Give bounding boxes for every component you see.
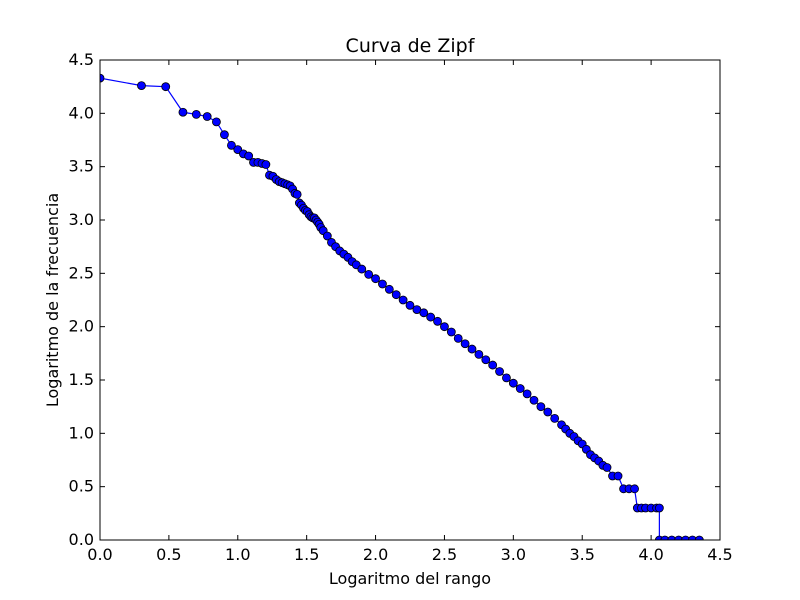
data-point: [100, 73, 105, 83]
data-point: [694, 535, 704, 540]
data-point: [522, 389, 532, 399]
x-axis: 0.0 0.5 1.0 1.5 2.0 2.5 3.0 3.5 4.0 4.5: [87, 60, 733, 564]
y-tick-label: 1.5: [69, 370, 94, 389]
plot-area: [99, 59, 721, 541]
x-tick-label: 0.0: [87, 545, 112, 564]
data-point: [292, 189, 302, 199]
data-point: [688, 535, 697, 540]
data-point: [667, 535, 677, 540]
x-tick-label: 3.5: [569, 545, 594, 564]
data-point: [481, 355, 491, 365]
data-point: [137, 81, 146, 90]
x-tick-label: 1.5: [294, 545, 319, 564]
data-point: [674, 535, 684, 540]
x-tick-label: 1.0: [225, 545, 250, 564]
data-point: [502, 373, 511, 383]
data-point: [543, 407, 553, 417]
y-tick-label: 1.0: [69, 423, 94, 442]
x-tick-label: 2.0: [363, 545, 388, 564]
data-point: [398, 295, 408, 305]
data-point: [220, 130, 229, 140]
data-point: [508, 378, 518, 388]
x-tick-label: 4.5: [707, 545, 732, 564]
y-axis: 0.0 0.5 1.0 1.5 2.0 2.5 3.0 3.5 4.0 4.5: [69, 50, 720, 549]
data-point: [654, 503, 664, 513]
y-tick-label: 2.0: [69, 317, 94, 336]
data-point: [460, 339, 470, 349]
x-axis-label: Logaritmo del rango: [329, 569, 491, 588]
data-point: [550, 413, 560, 423]
data-point: [529, 395, 539, 405]
data-point: [515, 384, 525, 393]
data-point: [660, 535, 670, 540]
y-tick-label: 3.5: [69, 157, 94, 176]
y-tick-label: 4.5: [69, 50, 94, 69]
data-point: [202, 112, 212, 121]
x-tick-label: 4.0: [638, 545, 663, 564]
data-point: [426, 312, 436, 322]
data-point: [364, 269, 374, 279]
data-point: [212, 117, 221, 127]
data-point: [191, 110, 201, 119]
data-point: [433, 316, 442, 326]
data-point: [467, 344, 477, 354]
data-point: [371, 274, 380, 284]
data-point: [419, 308, 429, 318]
y-tick-label: 0.5: [69, 477, 94, 496]
data-point: [440, 322, 449, 332]
series-group: [100, 73, 704, 540]
data-point: [161, 82, 171, 92]
x-tick-label: 2.5: [432, 545, 457, 564]
data-point: [613, 471, 623, 481]
data-point: [630, 484, 639, 494]
data-point: [681, 535, 690, 540]
data-point: [488, 360, 498, 370]
y-tick-label: 3.0: [69, 210, 94, 229]
data-point: [405, 300, 415, 310]
data-point: [536, 402, 546, 412]
data-point: [384, 284, 394, 294]
y-tick-label: 2.5: [69, 263, 94, 282]
x-tick-label: 0.5: [156, 545, 181, 564]
plot-frame: [99, 59, 721, 541]
data-point: [322, 231, 332, 241]
data-point: [261, 160, 271, 169]
chart-title: Curva de Zipf: [346, 35, 476, 57]
data-point: [474, 349, 484, 359]
data-point: [378, 279, 387, 289]
data-point: [227, 140, 236, 150]
data-point: [602, 463, 612, 472]
y-tick-label: 0.0: [69, 530, 94, 549]
data-point: [357, 264, 367, 274]
data-point: [244, 151, 254, 161]
y-axis-label: Logaritmo de la frecuencia: [43, 193, 62, 407]
data-point: [391, 290, 401, 300]
data-point: [495, 367, 504, 376]
series-layer: [100, 73, 704, 540]
data-point: [178, 107, 188, 117]
y-tick-label: 4.0: [69, 103, 94, 122]
data-point: [446, 327, 456, 337]
x-tick-label: 3.0: [501, 545, 526, 564]
data-point: [453, 333, 463, 343]
